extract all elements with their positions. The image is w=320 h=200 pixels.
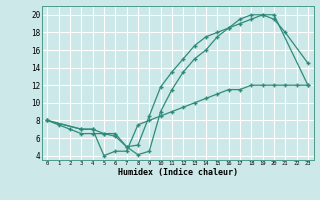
X-axis label: Humidex (Indice chaleur): Humidex (Indice chaleur) (118, 168, 237, 177)
